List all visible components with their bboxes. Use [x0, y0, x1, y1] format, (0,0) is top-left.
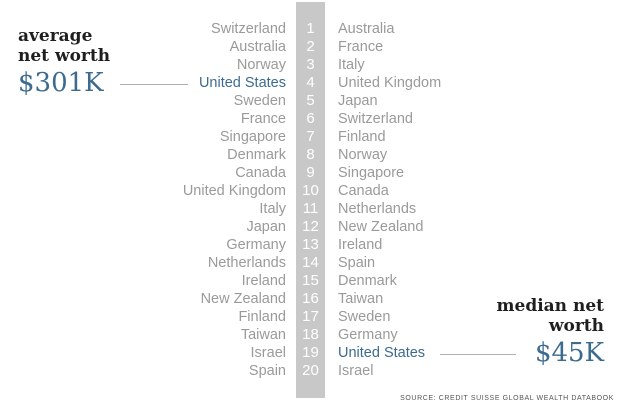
- rank-number: 19: [302, 344, 319, 361]
- average-country: Taiwan: [240, 327, 286, 343]
- average-country: Israel: [250, 345, 286, 361]
- average-highlight-country: United States: [198, 75, 286, 91]
- rank-number: 7: [306, 128, 315, 145]
- median-country: New Zealand: [338, 219, 424, 235]
- average-country: Spain: [248, 363, 286, 379]
- rank-number: 11: [302, 200, 319, 217]
- average-country: Canada: [235, 165, 286, 181]
- rank-number: 15: [302, 272, 319, 289]
- median-ranking-list: Australia France Italy United Kingdom Japan S…: [338, 20, 498, 390]
- median-country: Canada: [338, 183, 389, 199]
- rank-number: 9: [306, 164, 315, 181]
- rank-number: 5: [306, 92, 315, 109]
- median-country: Ireland: [338, 237, 383, 253]
- median-country: Norway: [338, 147, 388, 163]
- rank-column: 1 2 3 4 5 6 7 8 9 10 11 12 13 14 15 16 17 18 19 20: [296, 2, 325, 398]
- rank-number: 4: [306, 74, 315, 91]
- median-highlight-country: United States: [338, 345, 426, 361]
- median-country: Sweden: [338, 309, 391, 325]
- rank-number: 18: [302, 326, 319, 343]
- average-country: Germany: [226, 237, 286, 253]
- median-country: Denmark: [338, 273, 397, 289]
- source-note: SOURCE: CREDIT SUISSE GLOBAL WEALTH DATA…: [400, 395, 614, 402]
- rank-number: 10: [302, 182, 319, 199]
- rank-number: 16: [302, 290, 319, 307]
- median-country: Japan: [338, 93, 378, 109]
- average-ranking-list: Switzerland Australia Norway United States S…: [100, 20, 286, 390]
- average-country: Finland: [238, 309, 286, 325]
- average-country: Australia: [229, 39, 286, 55]
- average-net-worth-value: $301K: [18, 68, 104, 98]
- average-country: Italy: [259, 201, 286, 217]
- median-country: Netherlands: [338, 201, 417, 217]
- average-country: Netherlands: [207, 255, 286, 271]
- median-country: Israel: [338, 363, 374, 379]
- average-country: Switzerland: [211, 21, 286, 37]
- rank-number: 8: [306, 146, 315, 163]
- average-country: Norway: [236, 57, 286, 73]
- average-country: Sweden: [233, 93, 286, 109]
- rank-number: 2: [306, 38, 315, 55]
- median-connector-line: [440, 354, 516, 355]
- rank-number: 12: [302, 218, 319, 235]
- median-country: Germany: [338, 327, 398, 343]
- median-country: Spain: [338, 255, 376, 271]
- average-country: New Zealand: [200, 291, 286, 307]
- average-country: Singapore: [219, 129, 286, 145]
- average-country: Ireland: [241, 273, 286, 289]
- rank-number: 14: [302, 254, 319, 271]
- median-net-worth-value: $45K: [534, 338, 604, 368]
- average-connector-line: [120, 84, 188, 85]
- median-country: Australia: [338, 21, 395, 37]
- rank-number: 6: [306, 110, 315, 127]
- median-country: Taiwan: [338, 291, 384, 307]
- rank-number: 17: [302, 308, 319, 325]
- average-country: Denmark: [227, 147, 286, 163]
- rank-number: 3: [306, 56, 315, 73]
- average-net-worth-label: average net worth: [18, 26, 111, 66]
- median-country: France: [338, 39, 384, 55]
- median-country: Finland: [338, 129, 386, 145]
- median-country: United Kingdom: [338, 75, 442, 91]
- median-country: Singapore: [338, 165, 405, 181]
- median-net-worth-label: median net worth: [496, 296, 604, 336]
- median-country: Switzerland: [338, 111, 413, 127]
- average-country: Japan: [246, 219, 286, 235]
- rank-number: 20: [302, 362, 319, 379]
- rank-number: 13: [302, 236, 319, 253]
- average-country: France: [240, 111, 286, 127]
- average-country: United Kingdom: [182, 183, 286, 199]
- median-country: Italy: [338, 57, 365, 73]
- rank-number: 1: [306, 20, 315, 37]
